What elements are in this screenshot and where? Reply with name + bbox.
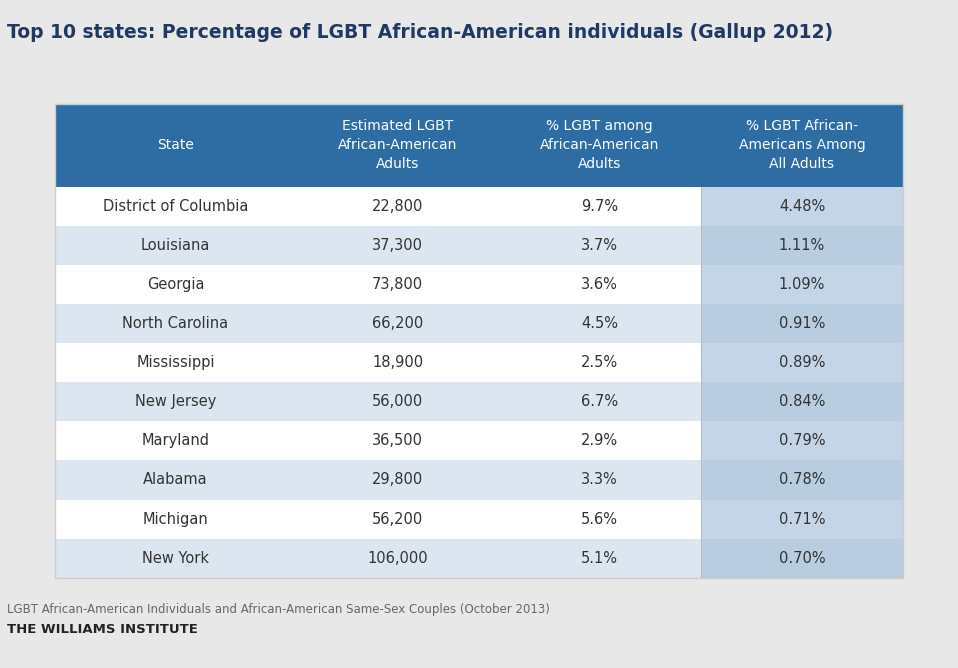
Text: LGBT African-American Individuals and African-American Same-Sex Couples (October: LGBT African-American Individuals and Af… bbox=[7, 603, 550, 616]
Text: 22,800: 22,800 bbox=[372, 198, 423, 214]
Text: 29,800: 29,800 bbox=[372, 472, 423, 488]
Text: 0.70%: 0.70% bbox=[779, 550, 825, 566]
Text: Maryland: Maryland bbox=[142, 434, 210, 448]
Text: 0.89%: 0.89% bbox=[779, 355, 825, 370]
Text: 3.3%: 3.3% bbox=[582, 472, 618, 488]
Text: District of Columbia: District of Columbia bbox=[103, 198, 248, 214]
Text: 18,900: 18,900 bbox=[372, 355, 423, 370]
Text: 36,500: 36,500 bbox=[372, 434, 423, 448]
Text: 5.6%: 5.6% bbox=[582, 512, 618, 526]
Text: State: State bbox=[157, 138, 194, 152]
Text: Louisiana: Louisiana bbox=[141, 238, 210, 253]
Text: 1.09%: 1.09% bbox=[779, 277, 825, 292]
Text: 66,200: 66,200 bbox=[372, 316, 423, 331]
Text: Estimated LGBT
African-American
Adults: Estimated LGBT African-American Adults bbox=[338, 119, 457, 171]
Text: 0.79%: 0.79% bbox=[779, 434, 825, 448]
Text: 3.6%: 3.6% bbox=[582, 277, 618, 292]
Text: Top 10 states: Percentage of LGBT African-American individuals (Gallup 2012): Top 10 states: Percentage of LGBT Africa… bbox=[7, 23, 833, 42]
Text: % LGBT among
African-American
Adults: % LGBT among African-American Adults bbox=[540, 119, 659, 171]
Text: Michigan: Michigan bbox=[143, 512, 209, 526]
Text: 9.7%: 9.7% bbox=[581, 198, 618, 214]
Text: 0.78%: 0.78% bbox=[779, 472, 825, 488]
Text: 37,300: 37,300 bbox=[372, 238, 423, 253]
Text: North Carolina: North Carolina bbox=[123, 316, 229, 331]
Text: 2.9%: 2.9% bbox=[581, 434, 618, 448]
Text: 5.1%: 5.1% bbox=[582, 550, 618, 566]
Text: 56,000: 56,000 bbox=[372, 394, 423, 409]
Text: 3.7%: 3.7% bbox=[582, 238, 618, 253]
Text: New York: New York bbox=[142, 550, 209, 566]
Text: 2.5%: 2.5% bbox=[581, 355, 618, 370]
Text: 4.5%: 4.5% bbox=[582, 316, 618, 331]
Text: 73,800: 73,800 bbox=[372, 277, 423, 292]
Text: Alabama: Alabama bbox=[144, 472, 208, 488]
Text: 0.91%: 0.91% bbox=[779, 316, 825, 331]
Text: New Jersey: New Jersey bbox=[135, 394, 217, 409]
Text: % LGBT African-
Americans Among
All Adults: % LGBT African- Americans Among All Adul… bbox=[739, 119, 865, 171]
Text: THE WILLIAMS INSTITUTE: THE WILLIAMS INSTITUTE bbox=[7, 623, 197, 636]
Text: 1.11%: 1.11% bbox=[779, 238, 825, 253]
Text: Georgia: Georgia bbox=[147, 277, 204, 292]
Text: 0.71%: 0.71% bbox=[779, 512, 825, 526]
Text: 106,000: 106,000 bbox=[367, 550, 428, 566]
Text: Mississippi: Mississippi bbox=[136, 355, 215, 370]
Text: 56,200: 56,200 bbox=[372, 512, 423, 526]
Text: 0.84%: 0.84% bbox=[779, 394, 825, 409]
Text: 4.48%: 4.48% bbox=[779, 198, 825, 214]
Text: 6.7%: 6.7% bbox=[581, 394, 618, 409]
